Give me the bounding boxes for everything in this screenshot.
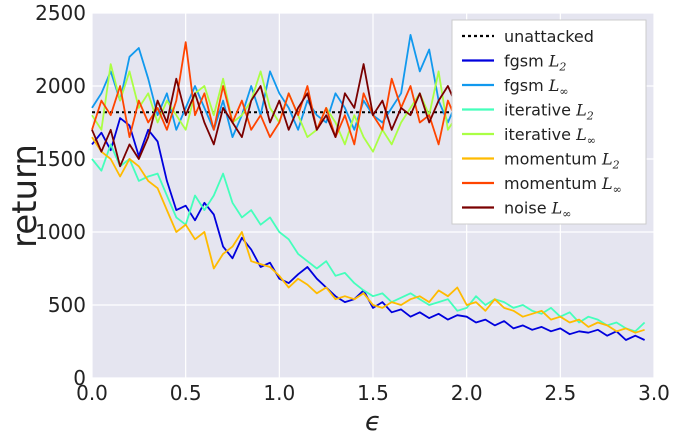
x-tick-label: 1.0: [263, 381, 295, 405]
x-tick-label: 3.0: [638, 381, 670, 405]
x-tick-label: 2.5: [544, 381, 576, 405]
legend-label: iterative L2: [504, 101, 594, 123]
series-layer: [91, 34, 646, 341]
y-axis-title: return: [5, 144, 45, 248]
x-tick-label: 0.5: [170, 381, 202, 405]
legend-label: noise L∞: [504, 199, 571, 221]
series-line-iterative-l2: [91, 143, 646, 333]
y-tick-label: 2500: [35, 1, 86, 25]
y-tick-label: 2000: [35, 74, 86, 98]
y-tick-label: 0: [73, 366, 86, 390]
series-line-iterative-l: [91, 63, 459, 153]
y-tick-label: 500: [48, 293, 86, 317]
legend-label: momentum L2: [504, 150, 620, 172]
legend-label: fgsm L∞: [504, 76, 569, 98]
x-tick-label: 0.0: [76, 381, 108, 405]
y-tick-label: 1000: [35, 220, 86, 244]
y-tick-label: 1500: [35, 147, 86, 171]
x-tick-label: 1.5: [357, 381, 389, 405]
series-line-momentum-l: [91, 41, 459, 146]
legend-box: [451, 19, 647, 225]
series-line-fgsm-l: [91, 34, 459, 139]
series-line-noise-l: [91, 63, 459, 168]
y-tick-labels: 0 500 1000 1500 2000 2500: [35, 1, 86, 390]
legend-label: momentum L∞: [504, 174, 622, 196]
legend-label: iterative L∞: [504, 125, 596, 147]
legend-label: unattacked: [504, 27, 594, 46]
x-tick-labels: 0.0 0.5 1.0 1.5 2.0 2.5 3.0: [76, 381, 670, 405]
series-line-momentum-l2: [91, 136, 645, 334]
legend-label: fgsm L2: [504, 52, 566, 74]
x-axis-title: ϵ: [365, 407, 381, 437]
x-tick-label: 2.0: [451, 381, 483, 405]
